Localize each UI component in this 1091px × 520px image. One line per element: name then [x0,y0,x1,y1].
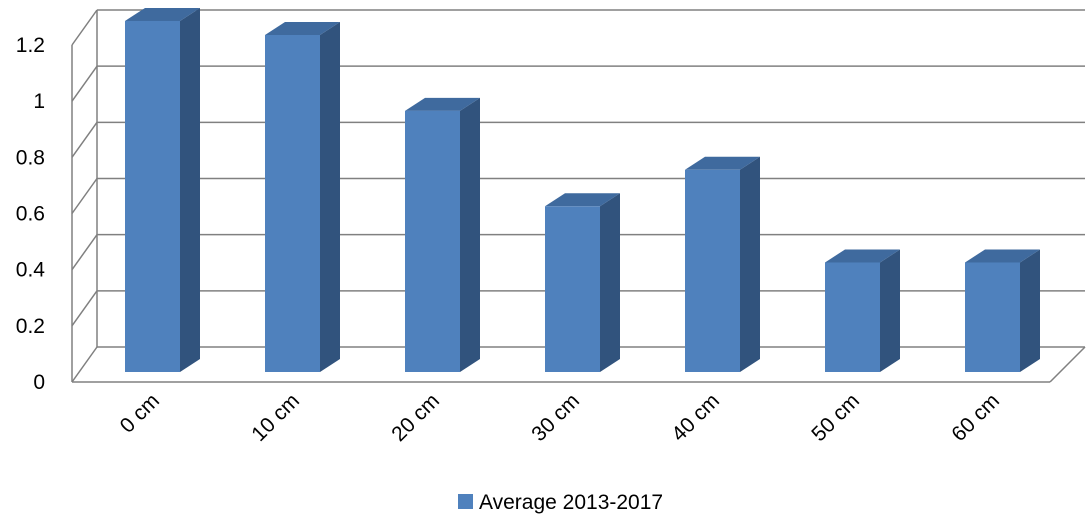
bar [825,249,900,372]
x-tick-label: 0 cm [116,389,164,437]
bar-top [685,156,760,170]
bar [685,156,760,372]
bar-side [460,97,480,372]
legend-label: Average 2013-2017 [479,491,663,514]
x-axis-tick-labels: 0 cm 10 cm 20 cm 30 cm 40 cm 50 cm 60 cm [116,389,1004,446]
bar-front [685,169,740,372]
x-tick-label: 60 cm [947,389,1004,446]
bar-front [545,206,600,372]
legend-swatch [458,494,473,509]
bar-top [545,193,620,207]
bar-top [125,7,200,21]
bar-top [825,249,900,263]
bar [265,22,340,372]
bar [405,97,480,372]
bar-front [825,262,880,372]
x-tick-label: 30 cm [527,389,584,446]
x-tick-label: 10 cm [247,389,304,446]
gridline-side [71,121,98,158]
bar-front [125,20,180,372]
y-tick-label: 0.8 [16,146,45,169]
bar-side [320,22,340,372]
bar-side [740,156,760,372]
gridline-side [71,65,98,102]
floor-right-edge [1049,346,1086,383]
bar-front [965,262,1020,372]
bar-front [405,110,460,372]
x-tick-label: 40 cm [667,389,724,446]
legend: Average 2013-2017 [458,491,663,514]
bar [125,7,200,372]
y-tick-label: 0.6 [16,203,45,226]
gridline-side [71,290,98,327]
bar-side [1020,249,1040,372]
y-tick-label: 0 [33,371,45,394]
gridline-side [71,346,98,383]
bar [545,193,620,372]
bars [125,7,1040,372]
gridline-side [71,178,98,214]
bar-top [965,249,1040,263]
bar [965,249,1040,372]
y-tick-label: 0.4 [16,259,46,282]
gridline-side [71,234,98,271]
y-tick-label: 1 [33,90,45,113]
x-tick-label: 50 cm [807,389,864,446]
x-tick-label: 20 cm [387,389,444,446]
y-tick-label: 1.2 [16,34,45,57]
gridline-side [71,9,98,46]
y-axis-tick-labels: 0 0.2 0.4 0.6 0.8 1 1.2 [16,34,46,394]
bar-side [880,249,900,372]
bar-front [265,35,320,372]
y-tick-label: 0.2 [16,315,45,338]
bar-top [265,22,340,35]
bar-top [405,97,480,111]
bar-side [180,7,200,372]
bar-side [600,193,620,372]
